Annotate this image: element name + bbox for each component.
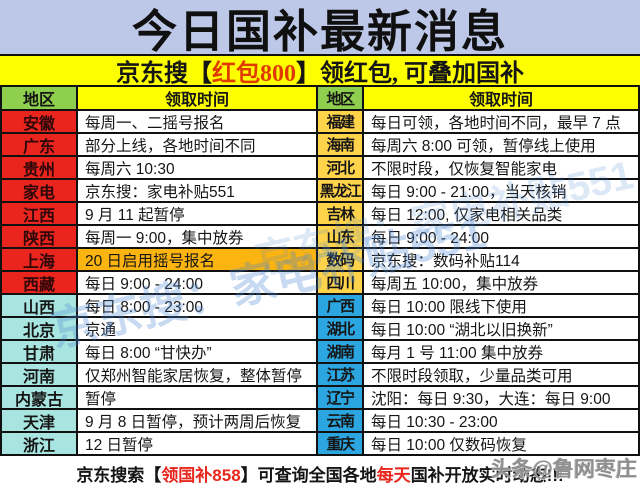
region-cell: 数码 — [318, 249, 364, 272]
time-cell: 仅郑州智能家居恢复，整体暂停 — [78, 364, 318, 387]
footer-coupon-code: 领国补858 — [161, 466, 241, 485]
region-cell: 四川 — [318, 272, 364, 295]
time-cell: 每周一、二摇号报名 — [78, 111, 318, 134]
region-cell: 江西 — [2, 203, 78, 226]
table-row: 陕西 每周一 9:00，集中放券 山东 每日 9:00 - 24:00 — [2, 226, 640, 249]
time-cell: 暂停 — [78, 387, 318, 410]
time-cell: 每日 10:00 仅数码恢复 — [364, 433, 640, 456]
table-row: 江西 9 月 11 起暂停 吉林 每日 12:00, 仅家电相关品类 — [2, 203, 640, 226]
region-cell: 贵州 — [2, 157, 78, 180]
region-cell: 内蒙古 — [2, 387, 78, 410]
time-cell: 每周五 10:00，集中放券 — [364, 272, 640, 295]
header-region-left: 地区 — [2, 87, 78, 111]
header-region-right: 地区 — [318, 87, 364, 111]
time-cell: 部分上线，各地时间不同 — [78, 134, 318, 157]
time-cell: 每周一 9:00，集中放券 — [78, 226, 318, 249]
time-cell: 不限时段领取，少量品类可用 — [364, 364, 640, 387]
region-cell: 云南 — [318, 410, 364, 433]
table-row: 天津 9 月 8 日暂停，预计两周后恢复 云南 每日 10:30 - 23:00 — [2, 410, 640, 433]
subsidy-table: 地区 领取时间 地区 领取时间 安徽 每周一、二摇号报名 福建 每日可领，各地时… — [0, 87, 640, 456]
table-row: 家电 京东搜：家电补贴551 黑龙江 每日 9:00 - 21:00，当天核销 — [2, 180, 640, 203]
time-cell: 京东搜：数码补贴114 — [364, 249, 640, 272]
banner-text-prefix: 京东搜【 — [116, 61, 212, 87]
time-cell: 每周六 10:30 — [78, 157, 318, 180]
table-row: 贵州 每周六 10:30 河北 不限时段，仅恢复智能家电 — [2, 157, 640, 180]
table-row: 浙江 12 日暂停 重庆 每日 10:00 仅数码恢复 — [2, 433, 640, 456]
header-time-right: 领取时间 — [364, 87, 640, 111]
time-cell: 京通 — [78, 318, 318, 341]
region-cell: 山东 — [318, 226, 364, 249]
region-cell: 重庆 — [318, 433, 364, 456]
time-cell: 每日 10:00 限线下使用 — [364, 295, 640, 318]
region-cell: 黑龙江 — [318, 180, 364, 203]
time-cell: 不限时段，仅恢复智能家电 — [364, 157, 640, 180]
region-cell: 山西 — [2, 295, 78, 318]
table-row: 安徽 每周一、二摇号报名 福建 每日可领，各地时间不同，最早 7 点 — [2, 111, 640, 134]
table-row: 内蒙古 暂停 辽宁 沈阳：每日 9:30，大连：每日 9:00 — [2, 387, 640, 410]
banner-coupon-code: 红包800 — [212, 61, 296, 87]
region-cell: 陕西 — [2, 226, 78, 249]
time-cell: 京东搜：家电补贴551 — [78, 180, 318, 203]
region-cell: 甘肃 — [2, 341, 78, 364]
time-cell: 每日可领，各地时间不同，最早 7 点 — [364, 111, 640, 134]
banner-text-suffix: 】领红包, 可叠加国补 — [296, 61, 524, 87]
region-cell: 湖北 — [318, 318, 364, 341]
table-row: 广东 部分上线，各地时间不同 海南 每周六 8:00 可领，暂停线上使用 — [2, 134, 640, 157]
region-cell: 北京 — [2, 318, 78, 341]
region-cell: 西藏 — [2, 272, 78, 295]
footer-note: 京东搜索【 领国补858 】可查询全国各地 每天 国补开放实时动态!!! — [0, 456, 640, 491]
time-cell: 每日 12:00, 仅家电相关品类 — [364, 203, 640, 226]
footer-text: 京东搜索【 — [76, 466, 162, 485]
time-cell: 每日 10:00 “湖北以旧换新” — [364, 318, 640, 341]
region-cell: 家电 — [2, 180, 78, 203]
time-cell: 每日 9:00 - 24:00 — [364, 226, 640, 249]
table-row: 甘肃 每日 8:00 “甘快办” 湖南 每月 1 号 11:00 集中放券 — [2, 341, 640, 364]
time-cell: 每月 1 号 11:00 集中放券 — [364, 341, 640, 364]
time-cell: 9 月 11 起暂停 — [78, 203, 318, 226]
time-cell: 每日 10:30 - 23:00 — [364, 410, 640, 433]
table-row: 西藏 每日 9:00 - 24:00 四川 每周五 10:00，集中放券 — [2, 272, 640, 295]
time-cell: 每日 8:00 “甘快办” — [78, 341, 318, 364]
region-cell: 河南 — [2, 364, 78, 387]
footer-text: 】可查询全国各地 — [240, 466, 377, 485]
promo-banner: 京东搜【 红包800 】领红包, 可叠加国补 — [0, 56, 640, 87]
table-header-row: 地区 领取时间 地区 领取时间 — [2, 87, 640, 111]
time-cell: 9 月 8 日暂停，预计两周后恢复 — [78, 410, 318, 433]
region-cell: 江苏 — [318, 364, 364, 387]
region-cell: 吉林 — [318, 203, 364, 226]
region-cell: 河北 — [318, 157, 364, 180]
region-cell: 湖南 — [318, 341, 364, 364]
region-cell: 天津 — [2, 410, 78, 433]
title-bar: 今日国补最新消息 — [0, 0, 640, 57]
region-cell: 福建 — [318, 111, 364, 134]
table-row: 上海 20 日启用摇号报名 数码 京东搜：数码补贴114 — [2, 249, 640, 272]
footer-emphasis: 每天 — [376, 466, 411, 485]
time-cell: 沈阳：每日 9:30，大连：每日 9:00 — [364, 387, 640, 410]
region-cell: 辽宁 — [318, 387, 364, 410]
footer-text: 国补开放实时动态!!! — [410, 466, 564, 485]
table-row: 河南 仅郑州智能家居恢复，整体暂停 江苏 不限时段领取，少量品类可用 — [2, 364, 640, 387]
region-cell: 广西 — [318, 295, 364, 318]
table-row: 山西 每日 8:00 - 23:00 广西 每日 10:00 限线下使用 — [2, 295, 640, 318]
time-cell-highlighted: 20 日启用摇号报名 — [78, 249, 318, 272]
region-cell: 浙江 — [2, 433, 78, 456]
time-cell: 每周六 8:00 可领，暂停线上使用 — [364, 134, 640, 157]
region-cell: 安徽 — [2, 111, 78, 134]
region-cell: 广东 — [2, 134, 78, 157]
region-cell: 上海 — [2, 249, 78, 272]
header-time-left: 领取时间 — [78, 87, 318, 111]
time-cell: 每日 9:00 - 21:00，当天核销 — [364, 180, 640, 203]
time-cell: 每日 9:00 - 24:00 — [78, 272, 318, 295]
time-cell: 每日 8:00 - 23:00 — [78, 295, 318, 318]
region-cell: 海南 — [318, 134, 364, 157]
time-cell: 12 日暂停 — [78, 433, 318, 456]
table-row: 北京 京通 湖北 每日 10:00 “湖北以旧换新” — [2, 318, 640, 341]
page-title: 今日国补最新消息 — [131, 5, 508, 57]
